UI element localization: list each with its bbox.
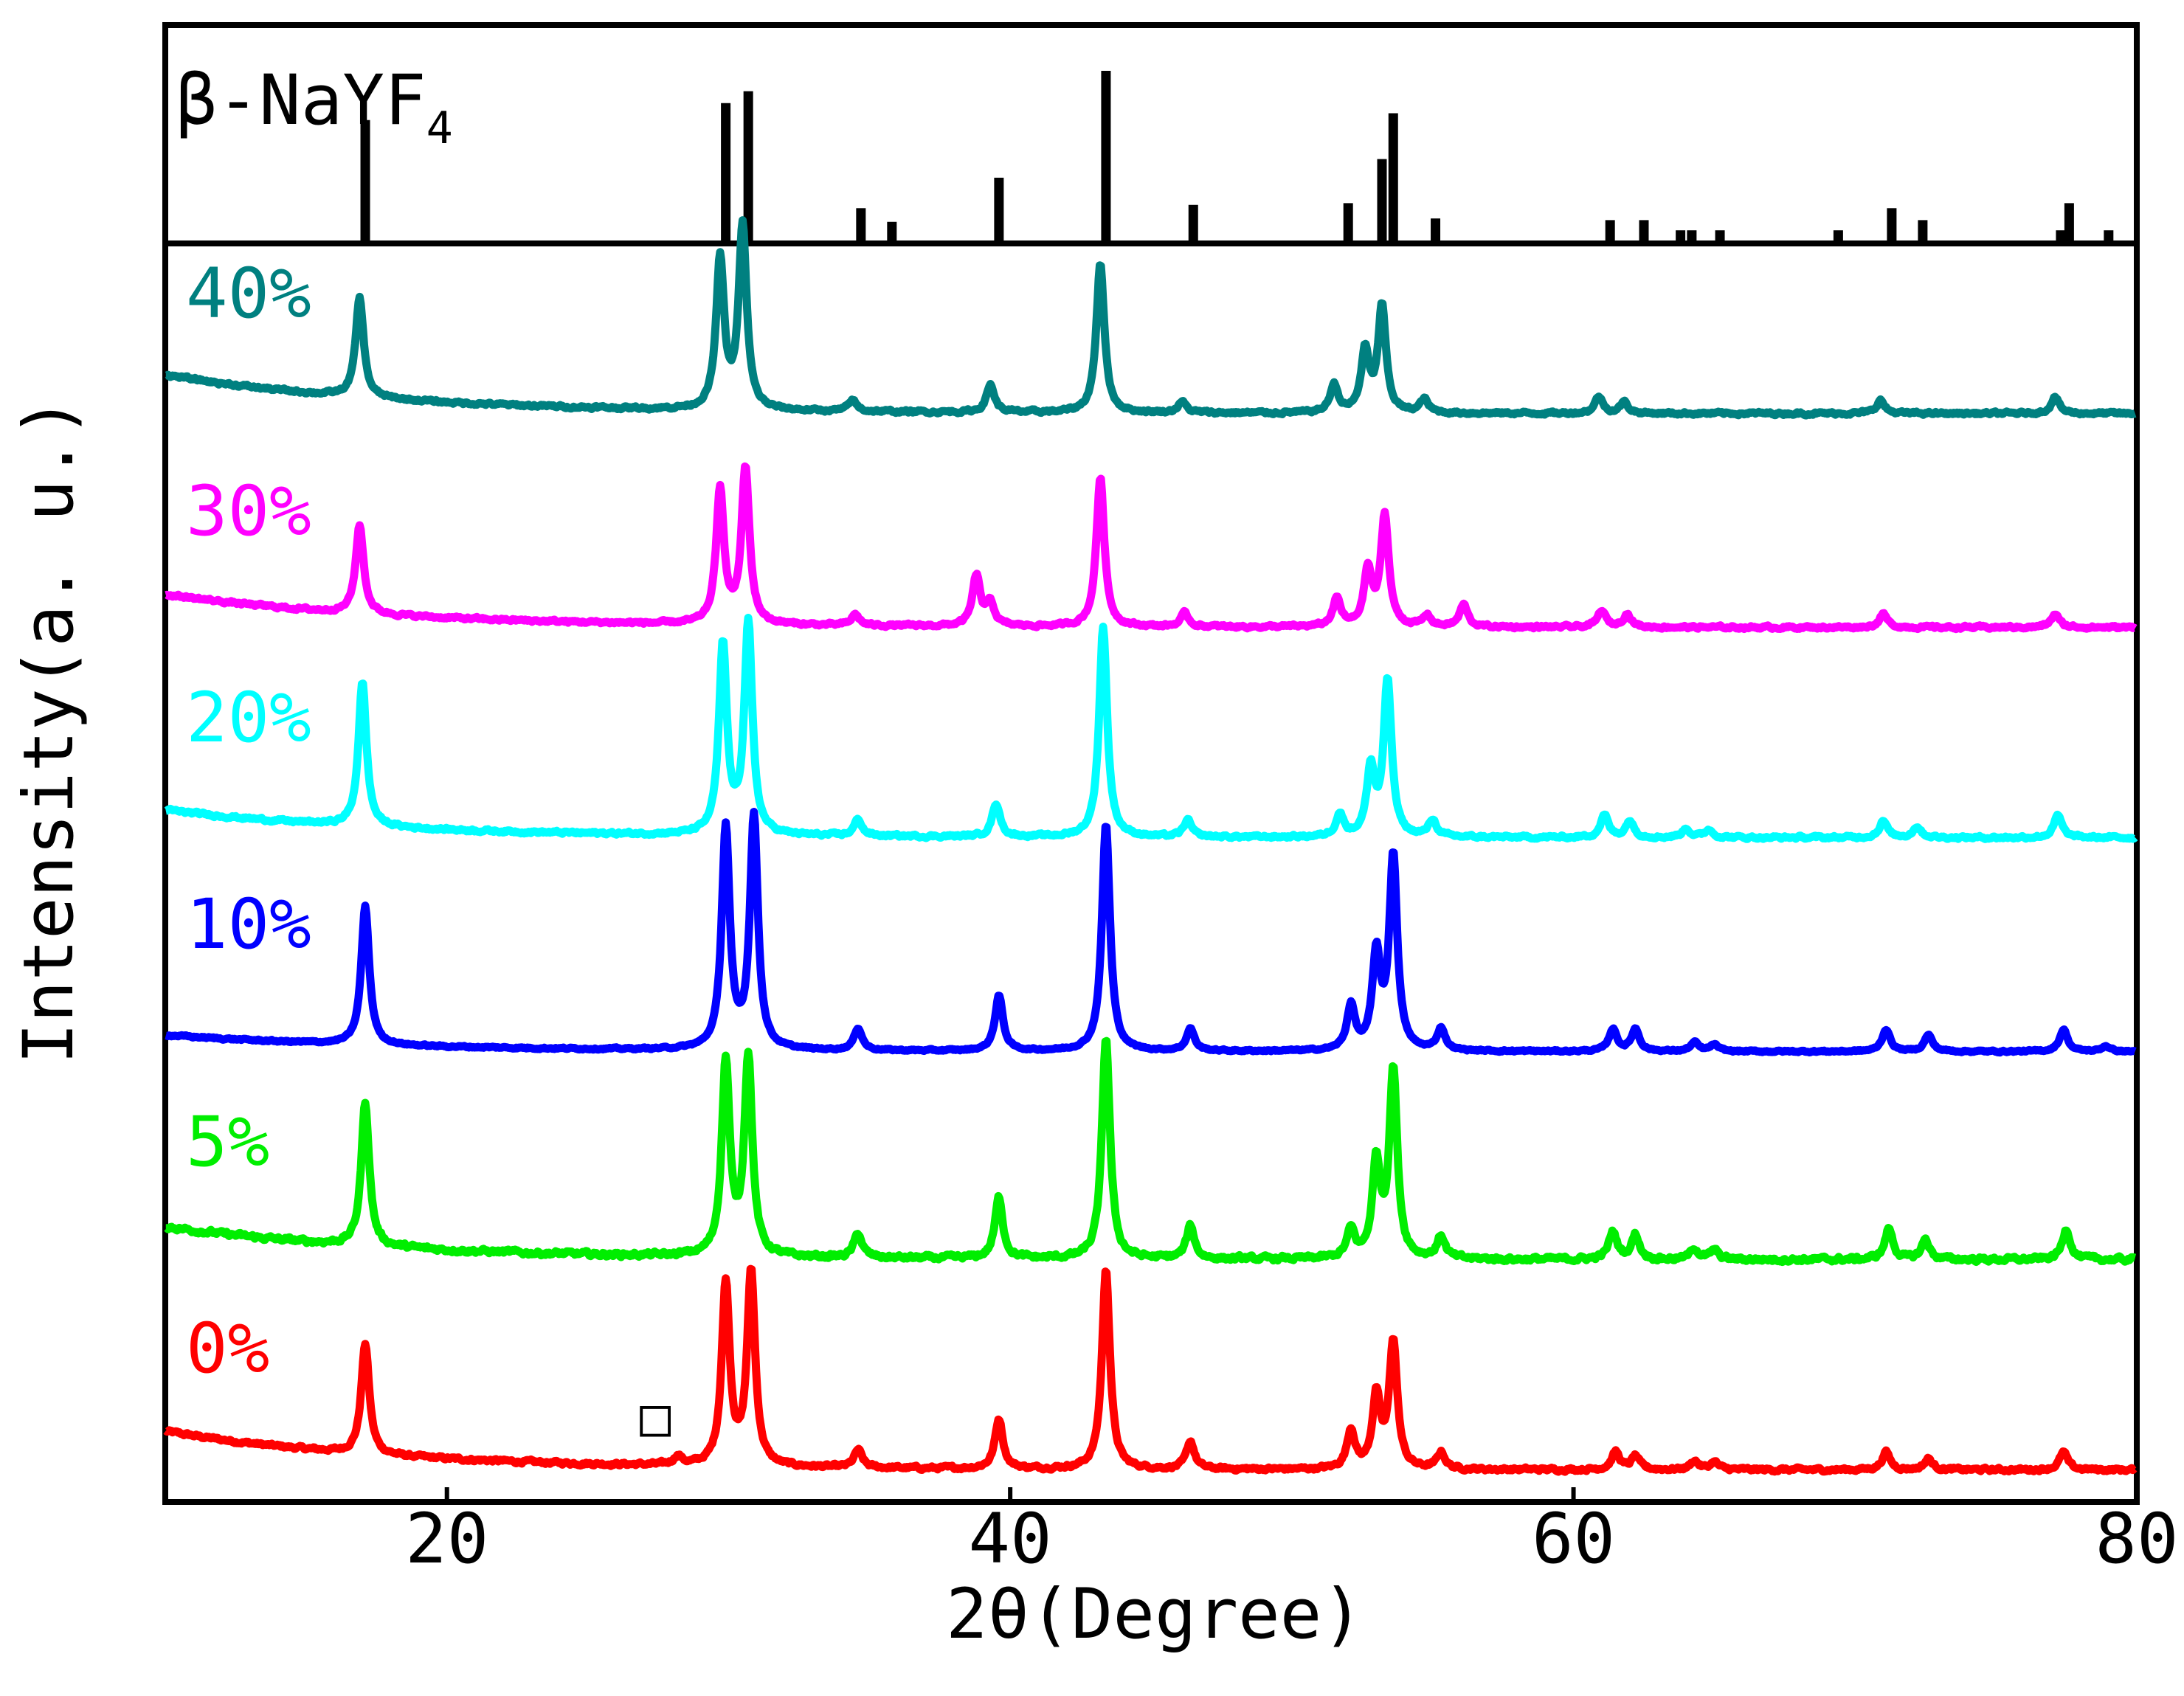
- trace-5pct: [162, 1036, 2138, 1267]
- x-tick-label: 40: [969, 1499, 1052, 1579]
- trace-label-40pct: 40%: [186, 254, 311, 334]
- trace-labels: 0% □ 5% 10% 20% 30% 40%: [186, 254, 671, 1447]
- trace-label-0pct: 0%: [186, 1309, 269, 1389]
- trace-0pct: [162, 1264, 2138, 1476]
- trace-10pct: [162, 808, 2138, 1057]
- trace-label-30pct: 30%: [186, 471, 311, 552]
- x-tick-label: 80: [2095, 1499, 2178, 1579]
- pattern-panel: 0% □ 5% 10% 20% 30% 40% 20 40 60 80: [162, 216, 2179, 1579]
- reference-subscript: 4: [426, 103, 453, 154]
- x-axis-title: 2θ(Degree): [946, 1574, 1364, 1655]
- y-axis-title: Intensity(a. u.): [9, 396, 89, 1064]
- trace-30pct: [162, 462, 2138, 634]
- x-axis: 20 40 60 80: [405, 1487, 2179, 1579]
- trace-label-5pct: 5%: [186, 1102, 269, 1183]
- pattern-panel-frame: [162, 240, 2140, 1505]
- reference-name: β-NaYF: [176, 60, 426, 141]
- reference-label: β-NaYF4: [176, 60, 453, 154]
- x-tick-label: 60: [1532, 1499, 1615, 1579]
- x-tick-label: 20: [405, 1499, 488, 1579]
- reference-sticks: [360, 71, 2114, 240]
- trace-label-10pct: 10%: [186, 885, 311, 965]
- diffraction-traces: [162, 216, 2138, 1476]
- trace-40pct: [162, 216, 2138, 420]
- impurity-marker: □: [640, 1387, 671, 1447]
- trace-label-20pct: 20%: [186, 678, 311, 758]
- trace-20pct: [162, 614, 2138, 843]
